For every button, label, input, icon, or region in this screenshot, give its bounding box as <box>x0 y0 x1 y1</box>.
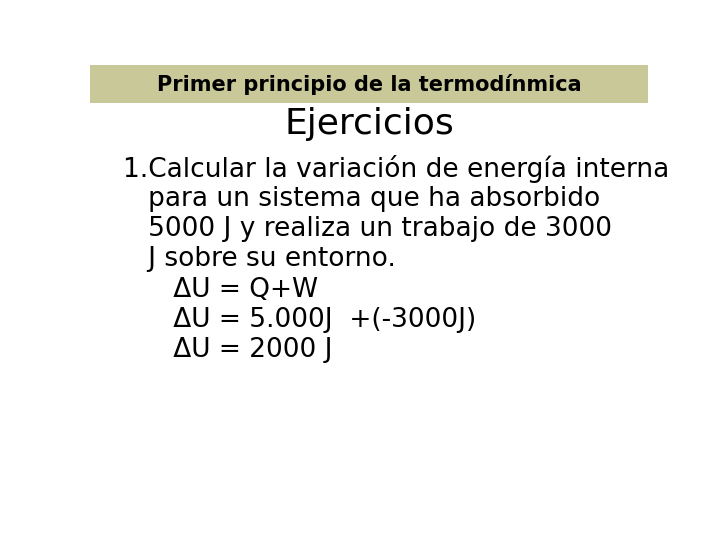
Text: para un sistema que ha absorbido: para un sistema que ha absorbido <box>124 186 600 212</box>
Text: 5000 J y realiza un trabajo de 3000: 5000 J y realiza un trabajo de 3000 <box>124 216 613 242</box>
Text: ΔU = 2000 J: ΔU = 2000 J <box>124 338 333 363</box>
Text: Ejercicios: Ejercicios <box>284 107 454 141</box>
Bar <box>90 65 648 103</box>
Text: Primer principio de la termodínmica: Primer principio de la termodínmica <box>157 73 581 94</box>
Text: J sobre su entorno.: J sobre su entorno. <box>124 246 396 272</box>
Text: ΔU = Q+W: ΔU = Q+W <box>124 276 319 303</box>
Text: 1.Calcular la variación de energía interna: 1.Calcular la variación de energía inter… <box>124 156 670 183</box>
Text: ΔU = 5.000J  +(-3000J): ΔU = 5.000J +(-3000J) <box>124 307 477 333</box>
